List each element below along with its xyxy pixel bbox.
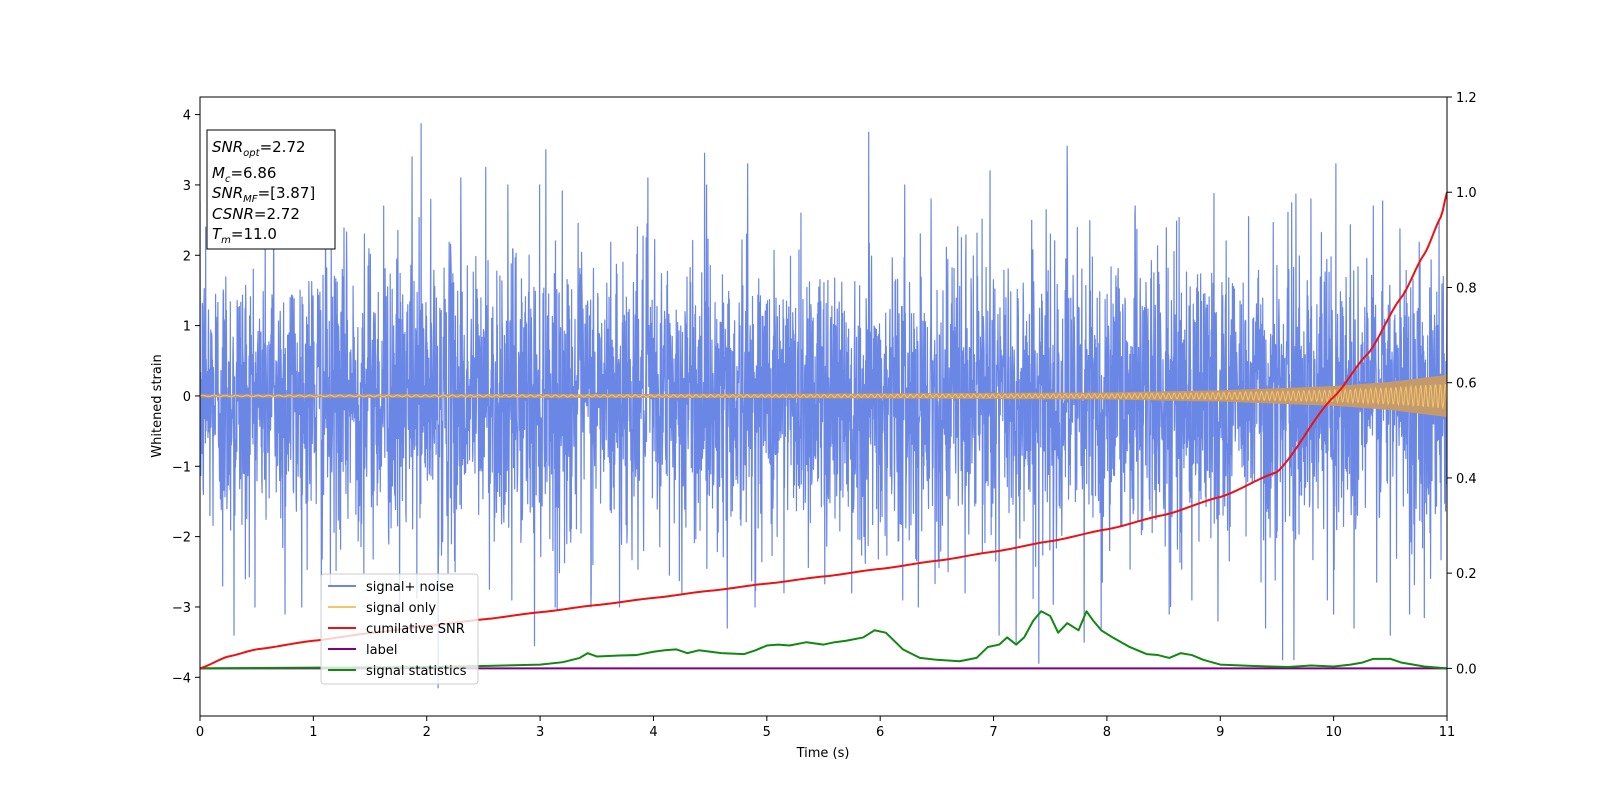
- y2-tick-label: 0.0: [1456, 662, 1477, 677]
- y-tick-label: 3: [183, 179, 191, 194]
- y2-tick-label: 0.4: [1456, 472, 1477, 487]
- y2-tick-label: 0.2: [1456, 567, 1477, 582]
- signal-envelope-fill: [200, 374, 1447, 418]
- y-axis-label: Whitened strain: [150, 354, 165, 457]
- y2-tick-label: 1.2: [1456, 91, 1477, 106]
- x-tick-label: 10: [1325, 725, 1342, 740]
- y-tick-label: 4: [183, 109, 191, 124]
- x-tick-label: 4: [649, 725, 657, 740]
- svg-text:signal only: signal only: [366, 601, 436, 616]
- x-tick-label: 6: [876, 725, 884, 740]
- legend-item-label: label: [328, 643, 397, 658]
- y2-tick-label: 1.0: [1456, 186, 1477, 201]
- legend-item-cumulative-snr: cumilative SNR: [328, 622, 465, 637]
- signal-only-series: [200, 383, 1447, 409]
- x-tick-label: 5: [763, 725, 771, 740]
- signal-statistics-series: [200, 610, 1447, 670]
- x-tick-label: 9: [1216, 725, 1224, 740]
- snr-mf-annotation: SNRMF=[3.87]: [212, 184, 315, 205]
- x-tick-label: 1: [309, 725, 317, 740]
- svg-text:label: label: [366, 643, 397, 658]
- x-tick-label: 8: [1103, 725, 1111, 740]
- parameter-annotation-box: SNRopt=2.72 Mc=6.86 SNRMF=[3.87] CSNR=2.…: [206, 129, 336, 250]
- legend-item-signal-noise: signal+ noise: [328, 580, 454, 595]
- x-tick-label: 11: [1439, 725, 1456, 740]
- x-tick-label: 7: [989, 725, 997, 740]
- chart-legend: signal+ noise signal only cumilative SNR…: [320, 573, 479, 685]
- y-tick-label: 2: [183, 249, 191, 264]
- y2-axis-ticks: 0.0 0.2 0.4 0.6 0.8 1.0 1.2: [1447, 91, 1477, 677]
- y-tick-label: −3: [172, 601, 191, 616]
- x-axis-ticks: 0 1 2 3 4 5 6 7 8 9 10 11: [196, 716, 1455, 740]
- plot-frame: [199, 96, 1448, 717]
- y2-tick-label: 0.8: [1456, 281, 1477, 296]
- y-tick-label: −4: [172, 671, 191, 686]
- signal-plus-noise-series: [200, 123, 1447, 689]
- snr-opt-annotation: SNRopt=2.72: [212, 138, 306, 159]
- y-tick-label: −1: [172, 460, 191, 475]
- csnr-annotation: CSNR=2.72: [212, 205, 300, 223]
- legend-item-signal-only: signal only: [328, 601, 436, 616]
- svg-text:cumilative SNR: cumilative SNR: [366, 622, 465, 637]
- x-axis-label: Time (s): [796, 746, 850, 761]
- y2-tick-label: 0.6: [1456, 377, 1477, 392]
- svg-text:signal+ noise: signal+ noise: [366, 580, 454, 595]
- y-axis-ticks: −4 −3 −2 −1 0 1 2 3 4: [172, 109, 200, 686]
- chirp-mass-annotation: Mc=6.86: [212, 164, 276, 185]
- y-tick-label: −2: [172, 531, 191, 546]
- merger-time-annotation: Tm=11.0: [212, 225, 277, 246]
- svg-text:signal statistics: signal statistics: [366, 664, 467, 679]
- y-tick-label: 0: [183, 390, 191, 405]
- x-tick-label: 3: [536, 725, 544, 740]
- x-tick-label: 0: [196, 725, 204, 740]
- x-tick-label: 2: [423, 725, 431, 740]
- y-tick-label: 1: [183, 320, 191, 335]
- legend-item-signal-statistics: signal statistics: [328, 664, 467, 679]
